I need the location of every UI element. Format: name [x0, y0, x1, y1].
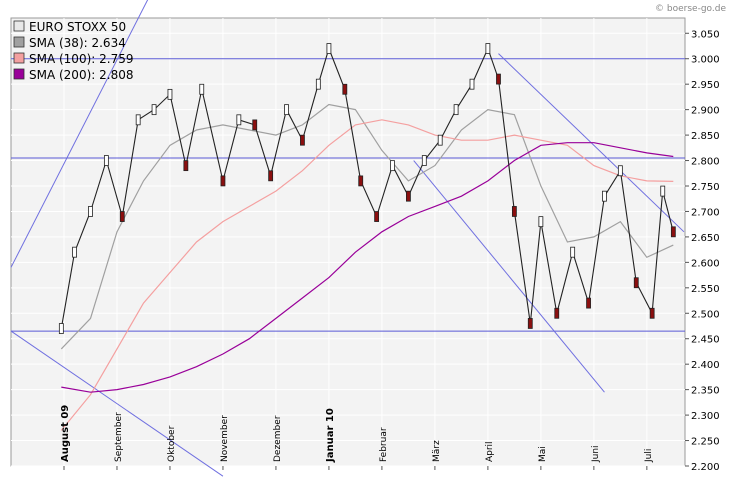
y-tick-label: 2.950 — [691, 80, 720, 91]
legend-swatch — [13, 52, 25, 64]
price-candle — [511, 206, 517, 217]
price-candle — [58, 323, 64, 334]
y-tick-label: 2.200 — [691, 462, 720, 473]
y-tick-label: 2.500 — [691, 309, 720, 320]
price-candle — [437, 134, 443, 146]
sma-lines — [60, 103, 674, 431]
price-candle — [554, 307, 560, 319]
y-tick-label: 2.300 — [691, 411, 720, 422]
legend-label: EURO STOXX 50 — [29, 20, 126, 34]
price-candle — [103, 155, 109, 166]
price-candle — [586, 297, 591, 309]
price-candle — [252, 119, 258, 131]
plot-area — [10, 17, 686, 467]
price-series — [58, 43, 676, 334]
price-candle — [167, 88, 173, 100]
price-candle — [406, 190, 411, 202]
x-tick-label: Oktober — [167, 425, 177, 462]
x-axis: August 09 September Oktober November Dezembe… — [60, 405, 654, 470]
price-candle — [649, 307, 655, 319]
legend-swatch — [13, 20, 25, 32]
price-candle — [220, 175, 226, 187]
legend-label: SMA (200): 2.808 — [29, 68, 133, 82]
legend: EURO STOXX 50 SMA (38): 2.634 SMA (100): 2… — [13, 20, 133, 82]
x-tick-label: August 09 — [60, 405, 71, 462]
price-candle — [469, 78, 475, 90]
price-candle — [390, 160, 395, 172]
x-tick-label: November — [220, 415, 230, 462]
price-candle — [670, 226, 676, 238]
x-tick-label: Juli — [644, 449, 654, 463]
price-candle — [660, 185, 666, 197]
x-tick-label: Januar 10 — [325, 408, 336, 463]
legend-label: SMA (38): 2.634 — [29, 36, 126, 50]
price-candle — [602, 190, 607, 202]
price-candle — [633, 277, 639, 289]
trend-line — [413, 160, 605, 393]
y-axis: 2.200 2.250 2.300 2.350 2.400 2.450 2.500 2.550… — [685, 29, 720, 473]
price-candle — [496, 73, 501, 85]
legend-swatch — [13, 68, 25, 80]
price-candle — [199, 83, 205, 95]
horizontal-lines — [11, 58, 685, 332]
trend-line — [10, 330, 224, 477]
price-candle — [342, 83, 348, 95]
x-tick-label: Dezember — [273, 415, 283, 462]
price-candle — [617, 165, 623, 177]
y-tick-label: 2.800 — [691, 157, 720, 168]
price-candle — [236, 114, 242, 126]
x-tick-label: Mai — [538, 446, 548, 462]
x-tick-label: September — [114, 412, 124, 462]
trend-line — [10, 0, 149, 268]
price-candle — [268, 170, 274, 182]
y-tick-label: 2.850 — [691, 131, 720, 142]
price-candle — [374, 211, 380, 222]
y-tick-label: 2.650 — [691, 233, 720, 244]
price-candle — [119, 211, 125, 222]
y-tick-label: 2.400 — [691, 360, 720, 371]
price-candle — [284, 104, 289, 116]
y-tick-label: 2.600 — [691, 258, 720, 269]
sma-line — [60, 103, 674, 350]
credit-text: © boerse-go.de — [655, 4, 726, 14]
y-tick-label: 2.550 — [691, 284, 720, 295]
y-tick-label: 2.250 — [691, 437, 720, 448]
x-tick-label: Februar — [379, 427, 389, 462]
price-candle — [538, 216, 544, 228]
x-tick-label: April — [485, 441, 495, 462]
sma-line — [61, 142, 674, 393]
y-tick-label: 3.000 — [691, 55, 720, 66]
legend-label: SMA (100): 2.759 — [29, 52, 133, 66]
y-tick-label: 2.700 — [691, 207, 720, 218]
x-tick-label: Juni — [591, 445, 601, 463]
y-tick-label: 2.750 — [691, 182, 720, 193]
price-candle — [453, 104, 459, 116]
y-tick-label: 2.350 — [691, 386, 720, 397]
price-candle — [183, 160, 189, 172]
price-candle — [300, 134, 305, 146]
price-candle — [151, 104, 157, 116]
price-candle — [570, 246, 576, 258]
y-tick-label: 2.900 — [691, 106, 720, 117]
price-candle — [527, 318, 533, 329]
price-candle — [135, 114, 141, 126]
price-candle — [315, 78, 321, 90]
legend-swatch — [13, 36, 25, 48]
price-candle — [88, 206, 93, 217]
price-candle — [358, 175, 364, 187]
price-candle — [421, 155, 427, 166]
price-candle — [72, 246, 77, 258]
price-candle — [326, 43, 332, 54]
price-candle — [485, 43, 491, 54]
y-tick-label: 3.050 — [691, 29, 720, 40]
y-tick-label: 2.450 — [691, 335, 720, 346]
sma-line — [60, 119, 674, 431]
x-tick-label: März — [432, 440, 442, 462]
